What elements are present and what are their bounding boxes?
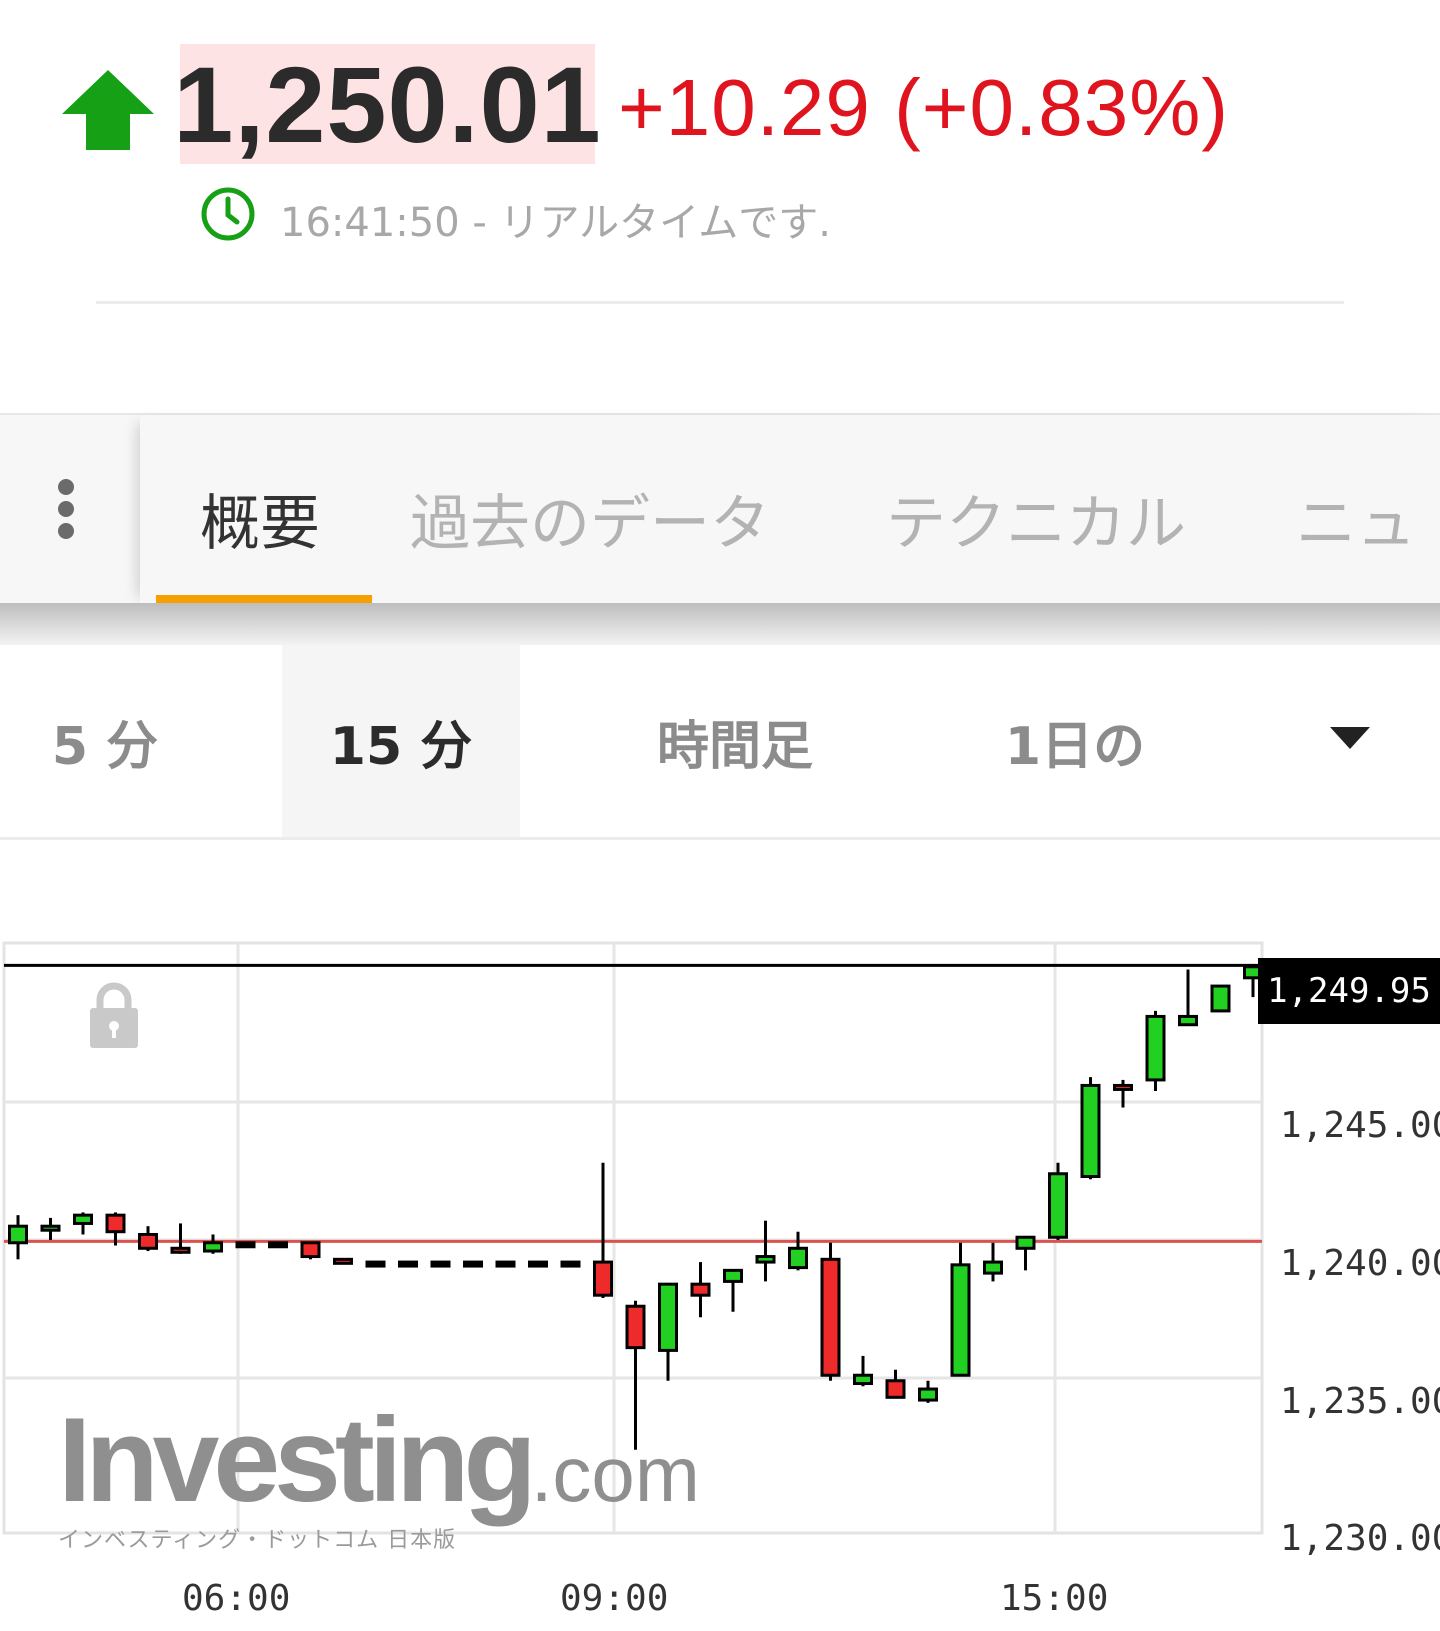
candle-body: [463, 1260, 483, 1268]
timeframe-hourly[interactable]: 時間足: [656, 716, 813, 777]
candle-body: [788, 1246, 808, 1270]
clock-icon: [201, 187, 255, 241]
section-tabs: 概要 過去のデータ テクニカル ニュ: [0, 413, 1440, 611]
watermark-subtitle: インベスティング・ドットコム 日本版: [58, 1528, 457, 1553]
tab-strip: 概要 過去のデータ テクニカル ニュ: [140, 415, 1440, 605]
candle-body: [235, 1241, 256, 1249]
candle-body: [755, 1255, 776, 1264]
candle-body: [8, 1224, 28, 1245]
candle-body: [593, 1260, 613, 1297]
candle-body: [365, 1260, 386, 1268]
dot-icon: [58, 501, 74, 517]
candle-body: [885, 1379, 906, 1399]
y-tick-label: 1,245.00: [1280, 1105, 1440, 1146]
price-chart[interactable]: [0, 900, 1440, 1627]
timeframe-5min[interactable]: 5 分: [51, 716, 159, 777]
candle-body: [1178, 1014, 1198, 1027]
candle-body: [73, 1213, 93, 1225]
candle-body: [560, 1260, 581, 1268]
candle-body: [1080, 1083, 1101, 1179]
candle-body: [203, 1241, 223, 1253]
tab-news[interactable]: ニュ: [1296, 489, 1416, 559]
candle-body: [1210, 984, 1231, 1013]
lock-icon[interactable]: [88, 980, 140, 1050]
x-tick-label: 06:00: [182, 1578, 291, 1619]
candle-body: [690, 1282, 711, 1297]
candle-body: [40, 1224, 61, 1232]
candle-body: [625, 1304, 646, 1350]
price-highlight: 1,250.01: [173, 44, 600, 165]
y-tick-label: 1,230.00: [1280, 1518, 1440, 1559]
y-tick-label: 1,240.00: [1280, 1243, 1440, 1284]
candle-body: [300, 1241, 321, 1259]
x-tick-label: 09:00: [560, 1578, 669, 1619]
watermark-logo-text: Investing: [58, 1393, 537, 1527]
candle-body: [918, 1387, 938, 1402]
watermark-logo: Investing.com: [58, 1400, 700, 1520]
timestamp: 16:41:50 - リアルタイムです.: [280, 200, 832, 246]
more-menu-button[interactable]: [0, 415, 140, 605]
candle-body: [528, 1260, 548, 1268]
candle-body: [430, 1260, 451, 1268]
candle-body: [333, 1257, 353, 1265]
candle-body: [1015, 1235, 1036, 1250]
current-price-tag: 1,249.95: [1258, 958, 1440, 1024]
dot-icon: [58, 523, 74, 539]
dot-icon: [58, 479, 74, 495]
candle-body: [1145, 1014, 1166, 1082]
timeframe-daily[interactable]: 1日の: [1004, 716, 1146, 777]
timeframe-bar: 5 分 15 分 時間足 1日の: [0, 645, 1440, 840]
candle-body: [658, 1282, 678, 1352]
x-tick-label: 15:00: [1000, 1578, 1109, 1619]
price-change: +10.29 (+0.83%): [618, 63, 1229, 152]
watermark-logo-suffix: .com: [530, 1430, 700, 1518]
tab-historical-data[interactable]: 過去のデータ: [410, 489, 770, 559]
last-price: 1,250.01: [173, 43, 602, 165]
candle-body: [983, 1260, 1003, 1275]
candle-body: [820, 1257, 841, 1377]
candle-body: [268, 1241, 288, 1249]
candle-body: [1113, 1083, 1133, 1091]
candle-body: [398, 1260, 418, 1268]
candle-body: [138, 1232, 158, 1250]
tab-technical[interactable]: テクニカル: [886, 489, 1186, 559]
candle-body: [853, 1373, 873, 1386]
active-tab-indicator: [156, 595, 372, 605]
candlestick-chart: [2, 941, 1264, 1535]
candle-body: [105, 1213, 126, 1234]
tabs-shadow: [0, 603, 1440, 645]
candle-body: [723, 1268, 743, 1283]
chevron-down-icon[interactable]: [1330, 727, 1370, 751]
divider: [96, 301, 1344, 304]
quote-header: 1,250.01 +10.29 (+0.83%) 16:41:50 - リアルタ…: [0, 0, 1440, 330]
timeframe-15min[interactable]: 15 分: [282, 645, 520, 837]
tab-overview[interactable]: 概要: [200, 489, 320, 559]
candle-body: [495, 1260, 516, 1268]
up-arrow-icon: [62, 70, 154, 150]
candle-body: [950, 1263, 971, 1377]
y-tick-label: 1,235.00: [1280, 1381, 1440, 1422]
candle-body: [1048, 1172, 1068, 1239]
investing-watermark: Investing.com インベスティング・ドットコム 日本版: [58, 1400, 700, 1554]
candle-body: [170, 1246, 191, 1254]
